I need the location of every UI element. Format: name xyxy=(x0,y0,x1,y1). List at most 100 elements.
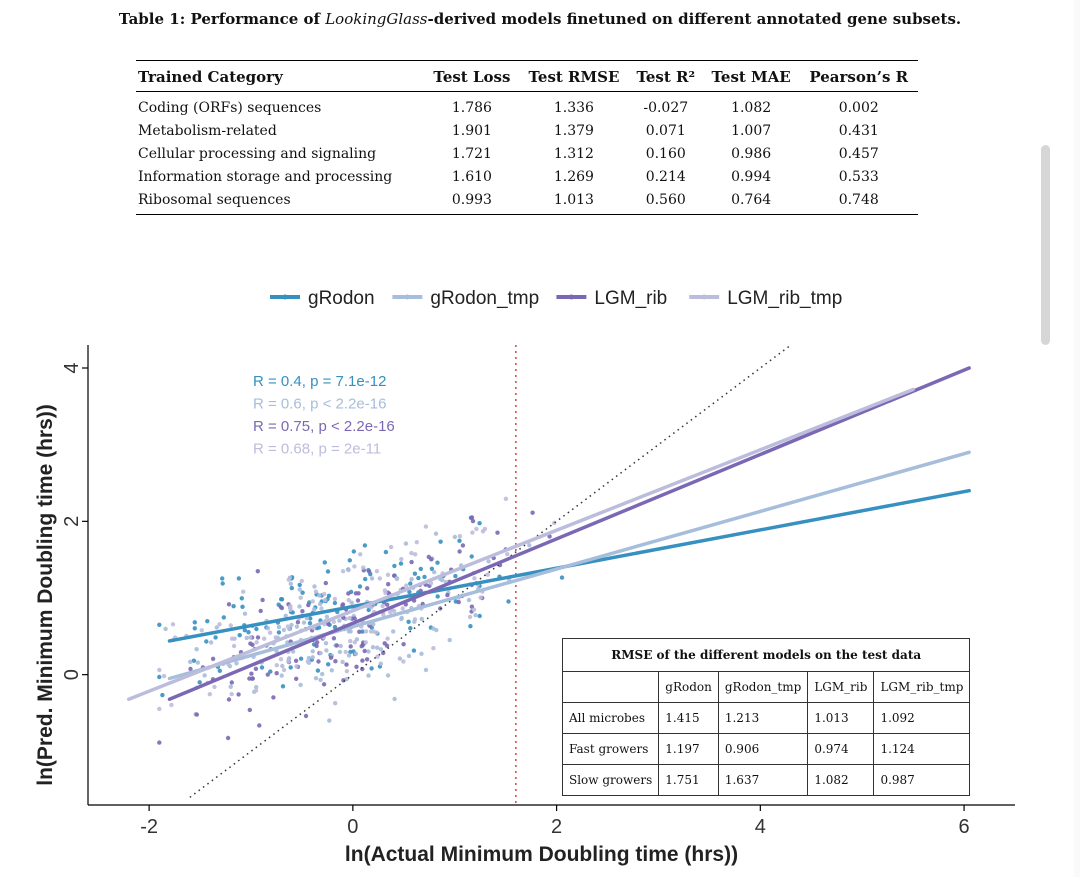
data-point xyxy=(214,625,219,630)
data-point xyxy=(401,659,406,664)
data-point xyxy=(229,691,234,697)
data-point xyxy=(312,607,317,612)
data-point xyxy=(254,640,259,645)
data-point xyxy=(363,640,368,645)
x-tick-label: 4 xyxy=(755,816,766,838)
data-point xyxy=(369,666,374,671)
data-point xyxy=(237,633,242,638)
data-point xyxy=(310,599,315,604)
data-point xyxy=(360,629,365,634)
data-point xyxy=(188,659,193,664)
data-point xyxy=(362,543,368,548)
rmse-table-title: RMSE of the different models on the test… xyxy=(561,638,971,672)
table-cell: 0.071 xyxy=(645,122,686,139)
data-point xyxy=(411,648,417,653)
data-point xyxy=(346,567,351,573)
scrollbar-thumb[interactable] xyxy=(1041,145,1050,345)
data-point xyxy=(456,599,461,605)
data-point xyxy=(371,629,376,634)
data-point xyxy=(280,663,285,669)
data-point xyxy=(399,556,404,562)
data-point xyxy=(423,667,429,673)
data-point xyxy=(382,588,388,593)
fit-lines xyxy=(126,344,971,805)
data-point xyxy=(358,552,363,557)
data-point xyxy=(220,581,225,586)
x-tick-label: 2 xyxy=(551,816,562,838)
data-point xyxy=(466,597,472,603)
data-point xyxy=(340,569,346,574)
data-point xyxy=(195,660,200,665)
data-point xyxy=(486,559,491,564)
data-point xyxy=(157,674,162,680)
data-point xyxy=(306,660,312,665)
data-point xyxy=(338,643,343,649)
data-point xyxy=(346,597,351,603)
table-cell: 0.214 xyxy=(645,168,686,185)
table-cell: 0.533 xyxy=(838,168,879,185)
table-caption: Table 1: Performance of LookingGlass-der… xyxy=(0,10,1080,28)
table-cell: Slow growers xyxy=(561,764,660,796)
data-point xyxy=(313,676,319,681)
data-point xyxy=(495,530,500,535)
data-point xyxy=(160,692,165,698)
data-point xyxy=(352,640,357,645)
data-point xyxy=(467,614,473,620)
data-point xyxy=(232,636,237,641)
data-point xyxy=(388,544,394,550)
data-point xyxy=(249,671,254,676)
scatter-plot: gRodon gRodon_tmp LGM_rib LGM_rib_tmp R = 0… xyxy=(34,288,1015,866)
table-cell: 0.764 xyxy=(702,188,800,215)
data-point xyxy=(367,569,372,574)
data-point xyxy=(391,629,396,634)
data-point xyxy=(248,641,253,646)
data-point xyxy=(331,619,336,624)
legend-marker xyxy=(701,294,707,300)
data-point xyxy=(438,539,443,544)
data-point xyxy=(271,695,276,700)
data-point xyxy=(333,659,338,664)
rmse-title-row: RMSE of the different models on the test… xyxy=(561,638,971,672)
table-cell: 1.379 xyxy=(553,122,594,139)
data-point xyxy=(378,647,384,652)
data-point xyxy=(506,599,511,604)
table-row: Information storage and processing 1.610… xyxy=(136,165,918,188)
data-point xyxy=(262,636,267,641)
data-point xyxy=(530,510,535,515)
data-point xyxy=(194,647,199,652)
table-row: Cellular processing and signaling 1.721 … xyxy=(136,142,918,165)
table-cell: 1.013 xyxy=(807,702,875,734)
rmse-header-cell: LGM_rib xyxy=(807,671,875,703)
data-point xyxy=(204,639,209,644)
data-point xyxy=(366,649,371,654)
data-point xyxy=(258,608,263,614)
table-cell: 1.637 xyxy=(717,764,809,796)
data-point xyxy=(242,611,248,616)
data-point xyxy=(333,701,338,706)
data-point xyxy=(287,656,292,661)
data-point xyxy=(317,593,322,598)
data-point xyxy=(559,575,565,580)
data-point xyxy=(423,524,429,529)
data-point xyxy=(365,586,370,591)
rmse-header-cell: gRodon xyxy=(658,671,719,703)
table-cell: Ribosomal sequences xyxy=(136,188,425,215)
table-cell: 1.721 xyxy=(451,145,492,162)
scrollbar-track[interactable] xyxy=(1074,0,1080,877)
x-axis-label: ln(Actual Minimum Doubling time (hrs)) xyxy=(345,843,738,866)
performance-header-row: Trained Category Test Loss Test RMSE Tes… xyxy=(136,60,918,92)
data-point xyxy=(199,628,204,633)
data-point xyxy=(318,677,323,683)
correlation-annotation: R = 0.68, p = 2e-11 xyxy=(253,441,381,458)
data-point xyxy=(381,612,386,617)
data-point xyxy=(288,581,293,586)
data-point xyxy=(357,584,363,589)
data-point xyxy=(383,549,389,555)
correlation-annotations: R = 0.4, p = 7.1e-12 R = 0.6, p < 2.2e-16… xyxy=(253,373,395,458)
table-cell: 1.786 xyxy=(451,99,492,116)
data-point xyxy=(472,576,477,581)
data-point xyxy=(388,609,393,615)
data-point xyxy=(414,540,419,545)
data-point xyxy=(306,655,311,661)
data-point xyxy=(205,619,210,624)
